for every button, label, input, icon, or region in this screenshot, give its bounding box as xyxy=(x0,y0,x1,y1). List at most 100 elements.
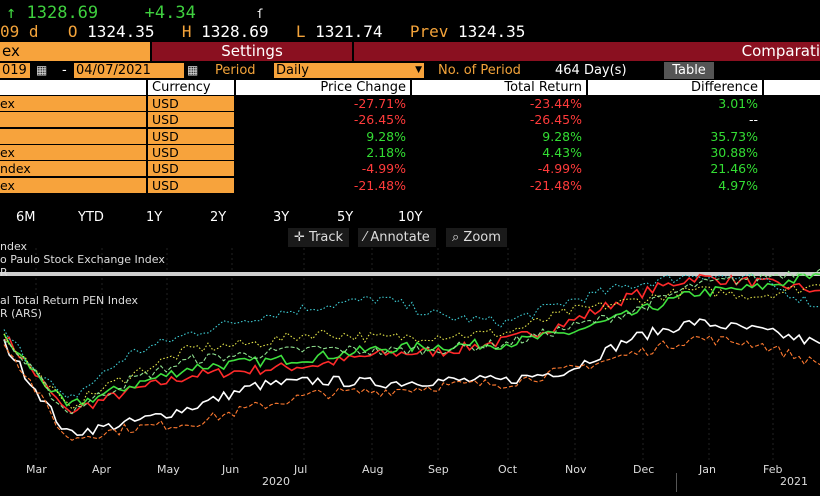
row-name: ex xyxy=(0,96,146,111)
start-date-field[interactable]: 019 xyxy=(0,63,30,78)
period-5y[interactable]: 5Y xyxy=(337,210,354,225)
date-dash: - xyxy=(62,63,67,78)
row-name: ex xyxy=(0,144,146,160)
legend-entry: ndex xyxy=(0,240,28,253)
net-change: +4.34 xyxy=(144,3,196,23)
zoom-label: Zoom xyxy=(463,230,501,245)
chart-svg xyxy=(0,248,820,460)
high-value: 1328.69 xyxy=(201,22,269,41)
quote-row-last: ↑ 1328.69 +4.34 ſ xyxy=(6,3,264,23)
period-6m[interactable]: 6M xyxy=(16,210,36,225)
row-difference: 4.97% xyxy=(718,177,758,193)
comparison-table: Currency Price Change Total Return Diffe… xyxy=(0,80,820,194)
period-label: Period xyxy=(215,63,256,78)
row-price-change: -27.71% xyxy=(353,96,406,111)
row-total-return: -4.99% xyxy=(537,161,582,177)
period-10y[interactable]: 10Y xyxy=(398,210,423,225)
zoom-icon: ⌕ xyxy=(452,230,460,245)
calendar-icon[interactable]: ▦ xyxy=(36,63,48,77)
up-arrow-icon: ↑ xyxy=(6,3,17,23)
header-difference[interactable]: Difference xyxy=(588,80,762,95)
row-name xyxy=(0,112,146,128)
table-button[interactable]: Table xyxy=(664,62,714,79)
cursor-mark: ſ xyxy=(256,7,264,21)
period-1y[interactable]: 1Y xyxy=(146,210,163,225)
series-line-6 xyxy=(3,268,820,415)
row-difference: 35.73% xyxy=(710,128,758,144)
last-price: 1328.69 xyxy=(26,3,99,23)
row-currency: USD xyxy=(148,144,234,160)
days-prefix: 09 d xyxy=(0,22,39,41)
row-total-return: 4.43% xyxy=(542,144,582,160)
track-tool[interactable]: ✛ Track xyxy=(288,228,350,247)
chart-toolbar: ✛ Track ⁄ Annotate ⌕ Zoom xyxy=(0,228,820,247)
row-difference: 3.01% xyxy=(718,96,758,111)
row-price-change: -4.99% xyxy=(361,161,406,177)
x-tick-label: Mar xyxy=(26,463,47,476)
tab-comparison[interactable]: Comparati xyxy=(354,42,820,61)
header-currency[interactable]: Currency xyxy=(148,80,234,95)
prev-value: 1324.35 xyxy=(457,22,526,41)
row-total-return: -23.44% xyxy=(529,96,582,111)
low-label: L xyxy=(295,22,306,41)
x-tick-label: Jul xyxy=(294,463,308,476)
series-line-2 xyxy=(3,318,820,437)
row-name: ndex xyxy=(0,161,146,177)
row-price-change: -21.48% xyxy=(353,177,406,193)
row-name: ex xyxy=(0,177,146,193)
tab-bar: ex Settings Comparati xyxy=(0,42,820,61)
legend-entry: R xyxy=(0,266,8,279)
pencil-icon: ⁄ xyxy=(364,230,367,245)
num-periods-label: No. of Period xyxy=(438,63,521,78)
tab-settings[interactable]: Settings xyxy=(152,42,352,61)
period-3y[interactable]: 3Y xyxy=(273,210,290,225)
header-extra xyxy=(764,80,820,95)
row-total-return: -21.48% xyxy=(529,177,582,193)
low-value: 1321.74 xyxy=(315,22,383,41)
row-difference: 21.46% xyxy=(710,161,758,177)
header-total-return[interactable]: Total Return xyxy=(412,80,586,95)
prev-label: Prev xyxy=(409,22,449,41)
row-price-change: 2.18% xyxy=(366,144,406,160)
track-label: Track xyxy=(309,230,344,245)
end-date-field[interactable]: 04/07/2021 xyxy=(74,63,184,78)
zoom-tool[interactable]: ⌕ Zoom xyxy=(446,228,507,247)
row-price-change: -26.45% xyxy=(353,112,406,128)
period-buttons: 6M YTD 1Y 2Y 3Y 5Y 10Y xyxy=(0,209,820,227)
x-tick-label: Jun xyxy=(222,463,240,476)
x-tick-label: Aug xyxy=(362,463,384,476)
period-ytd[interactable]: YTD xyxy=(78,210,104,225)
series-line-5 xyxy=(3,334,820,441)
row-name xyxy=(0,128,146,144)
x-tick-label: May xyxy=(157,463,180,476)
legend-entry: R (ARS) xyxy=(0,307,42,320)
series-line-1 xyxy=(3,272,820,407)
x-tick-label: Feb xyxy=(763,463,783,476)
tab-index[interactable]: ex xyxy=(0,42,150,61)
series-line-4 xyxy=(3,284,820,410)
x-tick-label: Apr xyxy=(92,463,112,476)
high-label: H xyxy=(181,22,192,41)
header-price-change[interactable]: Price Change xyxy=(236,80,410,95)
row-difference: 30.88% xyxy=(710,144,758,160)
period-2y[interactable]: 2Y xyxy=(210,210,227,225)
period-select[interactable]: Daily ▼ xyxy=(274,63,424,78)
num-periods-value: 464 Day(s) xyxy=(555,63,627,78)
row-difference: -- xyxy=(748,112,758,128)
x-tick-label: Jan xyxy=(699,463,716,476)
calendar-icon[interactable]: ▦ xyxy=(187,63,199,77)
x-tick-label: Nov xyxy=(565,463,587,476)
x-tick-label: Oct xyxy=(498,463,518,476)
quote-row-ohlc: 09 d O 1324.35 H 1328.69 L 1321.74 Prev … xyxy=(0,22,525,41)
row-currency: USD xyxy=(148,128,234,144)
controls-row: 019 ▦ - 04/07/2021 ▦ Period Daily ▼ No. … xyxy=(0,61,820,80)
annotate-label: Annotate xyxy=(370,230,430,245)
series-line-3 xyxy=(3,274,820,399)
year-label: 2021 xyxy=(780,475,808,488)
header-name xyxy=(0,80,146,95)
reference-band xyxy=(0,272,820,276)
annotate-tool[interactable]: ⁄ Annotate xyxy=(358,228,436,247)
year-label: 2020 xyxy=(262,475,290,488)
row-currency: USD xyxy=(148,112,234,128)
